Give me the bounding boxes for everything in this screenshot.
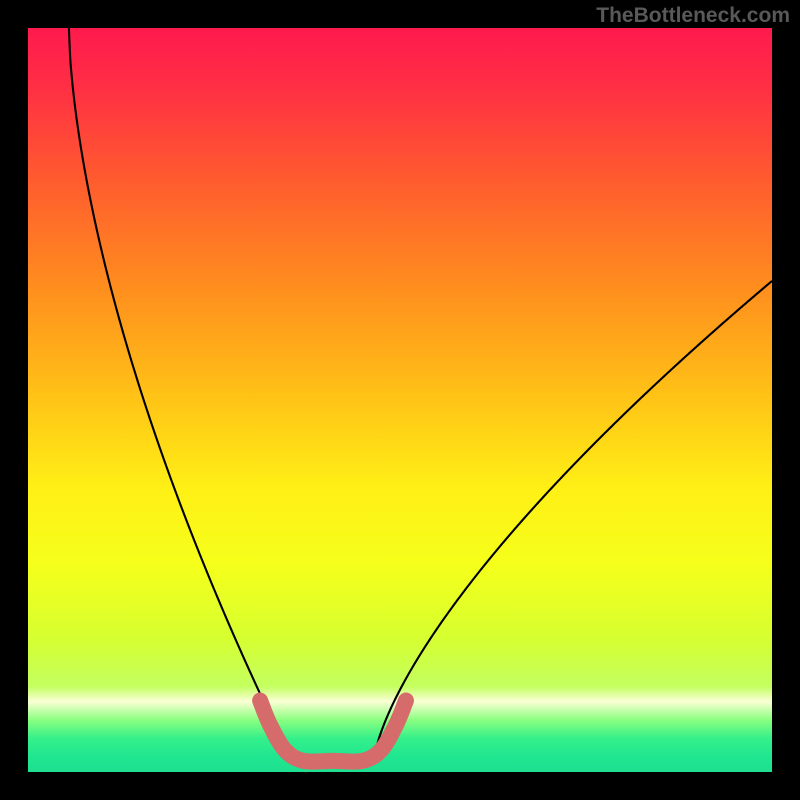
gradient-background [28, 28, 772, 772]
plot-frame [28, 28, 772, 772]
bottleneck-chart-svg [28, 28, 772, 772]
chart-stage: TheBottleneck.com [0, 0, 800, 800]
watermark-text: TheBottleneck.com [596, 4, 790, 28]
